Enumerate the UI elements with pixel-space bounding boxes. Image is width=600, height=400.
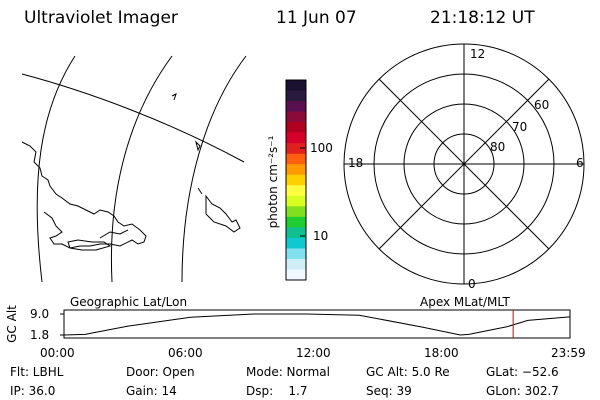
- color-bar-segment: [286, 269, 306, 281]
- info-seq: Seq: 39: [366, 384, 412, 398]
- coastline: [21, 141, 147, 249]
- island-small-2: [171, 93, 177, 101]
- timeline-panel: [60, 309, 571, 339]
- colorbar-tick-100: 100: [310, 141, 333, 155]
- latitude-line: [21, 73, 245, 163]
- info-glat: GLat: −52.6: [486, 365, 559, 379]
- info-filter: Flt: LBHL: [10, 365, 64, 379]
- xtick-1200: 12:00: [296, 346, 331, 360]
- color-bar-ticks: [300, 147, 305, 237]
- color-bar-segment: [286, 164, 306, 176]
- coastline-east: [205, 194, 241, 233]
- color-bar-segment: [286, 227, 306, 239]
- color-bar-segment: [286, 153, 306, 165]
- info-dsp: Dsp: 1.7: [246, 384, 308, 398]
- color-bar-segment: [286, 206, 306, 218]
- color-bar-segment: [286, 90, 306, 102]
- color-bar-segment: [286, 258, 306, 270]
- color-bar-segment: [286, 111, 306, 123]
- lat-label-60: 60: [534, 98, 550, 112]
- meridian-line-1: [36, 55, 76, 283]
- color-bar-segment: [286, 174, 306, 186]
- color-bar-segment: [286, 122, 306, 134]
- polar-plot: [343, 43, 585, 285]
- info-ip: IP: 36.0: [10, 384, 56, 398]
- color-bar-segment: [286, 80, 306, 92]
- color-bar-segment: [286, 101, 306, 113]
- geographic-map: [21, 55, 247, 283]
- xtick-0600: 06:00: [168, 346, 203, 360]
- info-glon: GLon: 302.7: [486, 384, 559, 398]
- ytick-1-8: 1.8: [30, 328, 50, 342]
- color-bar-segment: [286, 216, 306, 228]
- time-label: 21:18:12 UT: [430, 8, 535, 28]
- coastline-island: [67, 239, 112, 251]
- color-bar: [285, 79, 307, 281]
- color-bar-segment: [286, 185, 306, 197]
- island-small-1: [195, 140, 201, 152]
- mlt-label-18: 18: [348, 156, 364, 170]
- island-small-3: [197, 187, 203, 195]
- colorbar-tick-10: 10: [313, 229, 329, 243]
- timeline-right-title: Apex MLat/MLT: [420, 295, 510, 309]
- meridian-line-3: [181, 55, 247, 283]
- lat-label-70: 70: [512, 120, 528, 134]
- info-gc-alt: GC Alt: 5.0 Re: [366, 365, 450, 379]
- info-gain: Gain: 14: [126, 384, 177, 398]
- mlt-label-0: 0: [468, 277, 476, 291]
- timeline-ylabel: GC Alt: [5, 305, 19, 343]
- xtick-1800: 18:00: [424, 346, 459, 360]
- mlt-label-12: 12: [470, 47, 486, 61]
- color-bar-segment: [286, 195, 306, 207]
- altitude-curve: [63, 313, 570, 336]
- colorbar-units-label: photon cm⁻²s⁻¹: [266, 135, 280, 229]
- lat-label-80: 80: [490, 140, 506, 154]
- xtick-2359: 23:59: [551, 346, 586, 360]
- color-bar-segment: [286, 248, 306, 260]
- info-door: Door: Open: [126, 365, 195, 379]
- info-mode: Mode: Normal: [246, 365, 330, 379]
- instrument-title: Ultraviolet Imager: [24, 8, 178, 28]
- timeline-left-title: Geographic Lat/Lon: [70, 295, 188, 309]
- ytick-9: 9.0: [30, 307, 50, 321]
- xtick-0000: 00:00: [40, 346, 75, 360]
- color-bar-frame: [285, 79, 307, 281]
- mlt-label-6: 6: [576, 156, 584, 170]
- date-label: 11 Jun 07: [276, 8, 357, 28]
- coastline-south: [99, 229, 129, 239]
- meridian-line-2: [110, 55, 173, 283]
- color-bar-segment: [286, 237, 306, 249]
- color-bar-segment: [286, 132, 306, 144]
- color-bar-segment: [286, 143, 306, 155]
